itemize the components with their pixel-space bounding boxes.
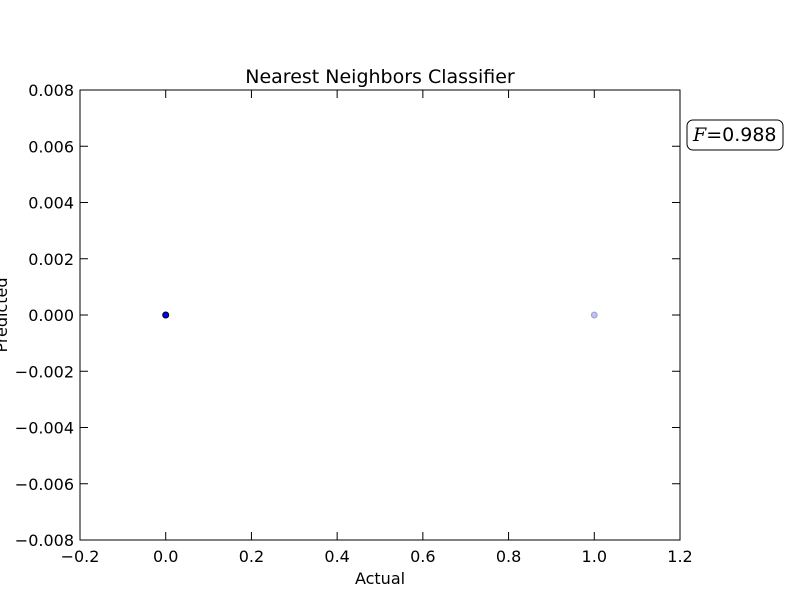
y-tick-label: 0.008 — [28, 81, 74, 100]
y-tick-label: 0.002 — [28, 250, 74, 269]
plot-frame — [80, 90, 680, 540]
y-tick-label: −0.004 — [15, 419, 74, 438]
x-tick-label: 0.4 — [324, 547, 349, 566]
f-symbol: F — [692, 124, 707, 146]
y-axis: 0.008 0.006 0.004 0.002 0.000 −0.002 −0.004 −0.… — [15, 81, 680, 550]
f-score-annotation: F=0.988 — [687, 120, 783, 150]
x-tick-label: 1.0 — [582, 547, 607, 566]
svg-text:F=0.988: F=0.988 — [692, 124, 777, 146]
x-tick-label: 1.2 — [667, 547, 692, 566]
x-tick-label: 0.8 — [496, 547, 521, 566]
chart-title: Nearest Neighbors Classifier — [245, 66, 515, 88]
y-axis-label: Predicted — [0, 277, 11, 352]
x-axis-label: Actual — [355, 569, 405, 588]
f-score-value: =0.988 — [706, 124, 776, 146]
scatter-points — [163, 312, 598, 318]
y-tick-label: 0.006 — [28, 137, 74, 156]
x-tick-label: 0.2 — [239, 547, 264, 566]
y-tick-label: −0.008 — [15, 531, 74, 550]
x-tick-label: 0.0 — [153, 547, 178, 566]
y-tick-label: −0.002 — [15, 362, 74, 381]
data-point — [591, 312, 597, 318]
x-axis: −0.20.00.20.40.60.81.01.2 — [61, 90, 693, 566]
y-tick-label: 0.000 — [28, 306, 74, 325]
x-tick-label: 0.6 — [410, 547, 435, 566]
y-tick-label: 0.004 — [28, 194, 74, 213]
y-tick-label: −0.006 — [15, 475, 74, 494]
data-point — [163, 312, 169, 318]
